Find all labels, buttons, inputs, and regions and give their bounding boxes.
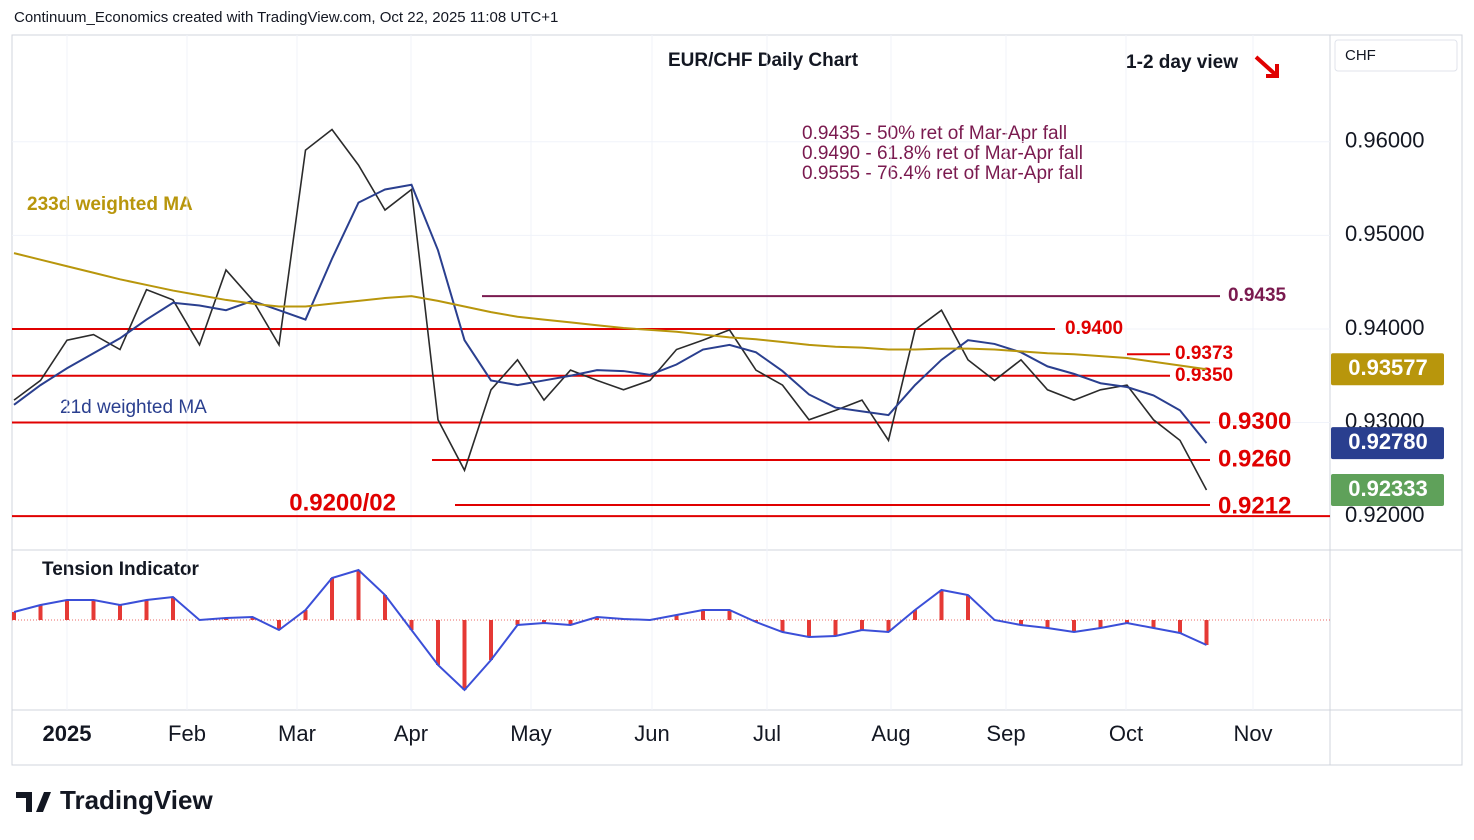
chart-title: EUR/CHF Daily Chart (668, 50, 859, 71)
indicator-bar (383, 595, 387, 620)
indicator-bar (939, 590, 944, 620)
indicator-bar (860, 620, 864, 630)
price-badge-label: 0.92780 (1348, 429, 1428, 454)
indicator-bar (780, 620, 785, 632)
price-badge (1331, 473, 1444, 506)
indicator-bar (595, 617, 599, 620)
indicator-bar (913, 610, 917, 620)
currency-box (1334, 39, 1458, 72)
indicator-bar (330, 578, 334, 620)
indicator-bar (38, 605, 43, 620)
indicator-bar (356, 570, 361, 620)
x-tick-label: Oct (1109, 721, 1143, 746)
indicator-bar (1178, 620, 1182, 633)
y-tick-label: 0.96000 (1345, 128, 1425, 153)
indicator-bar (966, 595, 970, 620)
indicator-bar (727, 610, 732, 620)
indicator-bar (118, 605, 122, 620)
indicator-bar (1072, 620, 1076, 632)
indicator-bar (250, 617, 255, 620)
footer-logo: TradingView (60, 785, 213, 815)
indicator-bar (1204, 620, 1209, 645)
indicator-label: Tension Indicator (42, 559, 200, 580)
level-label: 0.9435 (1228, 285, 1287, 306)
y-tick-label: 0.92000 (1345, 502, 1425, 527)
ma-line (13, 183, 1208, 444)
level-label: 0.9300 (1218, 408, 1291, 435)
indicator-bar (833, 620, 838, 636)
x-tick-label: Nov (1233, 721, 1272, 746)
annotation: 0.9490 - 61.8% ret of Mar-Apr fall (802, 143, 1083, 164)
logo-icon (16, 792, 51, 812)
x-tick-label: Feb (168, 721, 206, 746)
indicator-bar (144, 600, 149, 620)
annotation: 0.9555 - 76.4% ret of Mar-Apr fall (802, 163, 1083, 184)
ma-label: 21d weighted MA (60, 397, 207, 418)
indicator-bar (886, 620, 891, 632)
level-label: 0.9212 (1218, 492, 1291, 519)
level-label: 0.9260 (1218, 445, 1291, 472)
header: Continuum_Economics created with Trading… (14, 9, 558, 26)
x-tick-label: Jul (753, 721, 781, 746)
indicator-bar (462, 620, 467, 690)
x-tick-label: Aug (871, 721, 910, 746)
level-label: 0.9373 (1175, 343, 1233, 364)
price-badge-label: 0.92333 (1348, 476, 1428, 501)
indicator-bar (65, 600, 69, 620)
y-tick-label: 0.94000 (1345, 315, 1425, 340)
ma-line (13, 252, 1207, 371)
indicator-bar (303, 610, 308, 620)
price-badge (1331, 427, 1444, 460)
x-tick-label: Apr (394, 721, 428, 746)
y-tick-label: 0.95000 (1345, 221, 1425, 246)
indicator-line (13, 568, 1207, 692)
indicator-bar (807, 620, 811, 637)
level-label: 0.9350 (1175, 365, 1233, 386)
indicator-bar (674, 615, 679, 620)
annotation: 0.9435 - 50% ret of Mar-Apr fall (802, 123, 1067, 144)
currency: CHF (1345, 47, 1376, 64)
indicator-bar (409, 620, 414, 630)
indicator-bar (1019, 620, 1023, 625)
frame (11, 34, 1463, 766)
indicator-bar (1045, 620, 1050, 628)
indicator-bar (91, 600, 96, 620)
view-label: 1-2 day view (1126, 52, 1238, 73)
x-tick-label: Sep (986, 721, 1025, 746)
x-tick-label: Mar (278, 721, 316, 746)
indicator-bar (436, 620, 440, 665)
ma-label: 233d weighted MA (27, 194, 193, 215)
level-label: 0.9200/02 (289, 490, 396, 517)
indicator-bar (489, 620, 493, 660)
price-badge-label: 0.93577 (1348, 355, 1428, 380)
x-tick-label: May (510, 721, 552, 746)
indicator-bar (12, 612, 16, 620)
down-arrow (1254, 55, 1279, 78)
indicator-bar (1098, 620, 1103, 628)
level-label: 0.9400 (1065, 318, 1123, 339)
indicator-bar (171, 597, 175, 620)
indicator-bar (515, 620, 520, 625)
x-tick-label: 2025 (43, 721, 92, 746)
x-tick-label: Jun (634, 721, 669, 746)
indicator-bar (277, 620, 281, 630)
indicator-bar (568, 620, 573, 625)
indicator-bar (542, 620, 546, 623)
indicator-bar (1125, 620, 1129, 623)
indicator-bar (1151, 620, 1156, 628)
price-badge (1331, 353, 1444, 386)
indicator-bar (701, 610, 705, 620)
